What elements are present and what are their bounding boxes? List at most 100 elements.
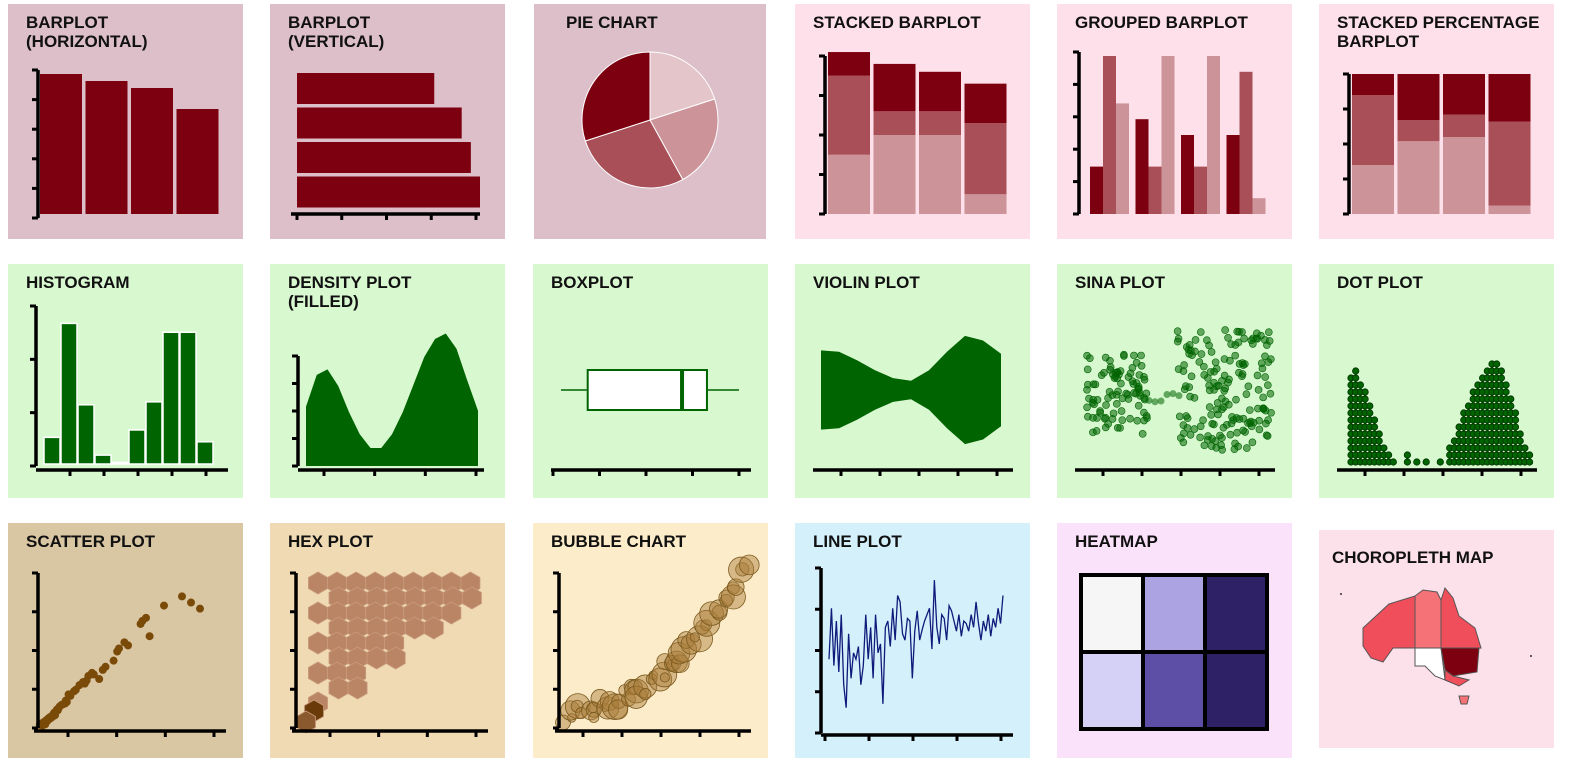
tile-title: VIOLIN PLOT [813, 273, 920, 292]
bar [297, 73, 435, 104]
sina-point [1151, 398, 1159, 406]
histogram-bar [145, 401, 163, 465]
sina-point [1204, 374, 1212, 382]
sina-point [1175, 392, 1183, 400]
bar [297, 142, 471, 173]
scatter-point [145, 632, 154, 641]
bar [1103, 56, 1116, 214]
bar-segment [1488, 121, 1531, 206]
island-dot [1340, 593, 1342, 595]
dot [1507, 402, 1515, 410]
dot [1375, 430, 1383, 438]
dot [1502, 381, 1510, 389]
tile-title: BARPLOT (VERTICAL) [288, 13, 385, 51]
sina-point [1265, 328, 1273, 336]
sina-point [1247, 417, 1255, 426]
sina-point [1134, 401, 1143, 410]
sina-point [1084, 412, 1092, 421]
sina-point [1113, 400, 1121, 408]
scatter-point [101, 662, 110, 671]
bar-segment [1488, 74, 1531, 122]
bar [131, 88, 173, 214]
box [586, 369, 708, 411]
sina-point [1129, 380, 1138, 388]
sina-point [1089, 395, 1098, 404]
sina-point [1142, 389, 1151, 398]
dot [1370, 416, 1379, 424]
tile-title: HISTOGRAM [26, 273, 130, 292]
sina-point [1232, 395, 1240, 404]
bubble [720, 584, 746, 610]
bar [1148, 166, 1162, 214]
tile-sina-plot: SINA PLOT [1057, 264, 1292, 498]
scatter-point [89, 670, 98, 679]
region-nsw [1440, 647, 1480, 677]
bubble [639, 688, 652, 701]
dot [1356, 381, 1365, 389]
bar-segment [964, 194, 1007, 214]
sina-point [1233, 428, 1241, 437]
sina-point [1258, 364, 1267, 373]
sina-point [1218, 394, 1226, 403]
tile-violin-plot: VIOLIN PLOT [795, 264, 1030, 498]
bubble [680, 633, 702, 655]
sina-point [1196, 433, 1204, 442]
sina-point [1120, 350, 1128, 359]
sina-point [1239, 414, 1248, 423]
sina-point [1133, 416, 1142, 425]
dot [1511, 423, 1520, 431]
bar [176, 109, 219, 214]
sina-plot-chart [1075, 326, 1275, 476]
bar [1161, 56, 1175, 214]
hex-cell [461, 586, 482, 610]
histogram-bar [196, 441, 214, 465]
bar [1252, 198, 1266, 214]
sina-point [1219, 423, 1228, 432]
bar [1116, 103, 1129, 214]
sina-point [1214, 410, 1222, 419]
bubble [659, 672, 670, 683]
tile-density-plot: DENSITY PLOT (FILLED) [270, 264, 505, 498]
bar-segment [964, 123, 1007, 195]
region-tas [1458, 695, 1470, 705]
bar-segment [919, 71, 961, 112]
pie-slice [649, 98, 719, 181]
region-qld [1440, 586, 1482, 651]
dot [1526, 458, 1534, 466]
sina-point [1205, 403, 1214, 411]
boxplot-chart [551, 369, 751, 476]
sina-point [1207, 348, 1216, 356]
dot [1511, 409, 1520, 417]
sina-point [1241, 428, 1249, 436]
sina-point [1224, 333, 1232, 342]
region-wa [1362, 595, 1416, 663]
tile-bubble-chart: BUBBLE CHART [533, 523, 768, 758]
bar [1226, 135, 1240, 214]
sina-point [1197, 350, 1206, 358]
bubble [689, 632, 700, 643]
sina-point [1138, 430, 1147, 438]
sina-point [1186, 392, 1194, 401]
dot [1375, 437, 1383, 445]
histogram-bar [60, 322, 78, 465]
sina-point [1220, 355, 1229, 363]
sina-point [1117, 407, 1126, 415]
sina-point [1117, 379, 1125, 388]
sina-point [1264, 416, 1272, 424]
heatmap-cell [1141, 650, 1207, 731]
sina-point [1208, 420, 1217, 428]
dot [1366, 409, 1374, 417]
tile-grouped-barplot: GROUPED BARPLOT [1057, 4, 1292, 239]
scatter-plot-chart [32, 571, 226, 737]
sina-point [1191, 347, 1199, 356]
bar-segment [828, 52, 870, 76]
violin-plot-chart [813, 335, 1013, 476]
sina-point [1261, 373, 1270, 381]
dot [1361, 395, 1369, 403]
sina-point [1240, 334, 1248, 343]
sina-point [1179, 421, 1188, 429]
tile-barplot-horizontal: BARPLOT (HORIZONTAL) [8, 4, 243, 239]
tile-boxplot: BOXPLOT [533, 264, 768, 498]
bar [1135, 119, 1149, 214]
sina-point [1113, 423, 1122, 432]
